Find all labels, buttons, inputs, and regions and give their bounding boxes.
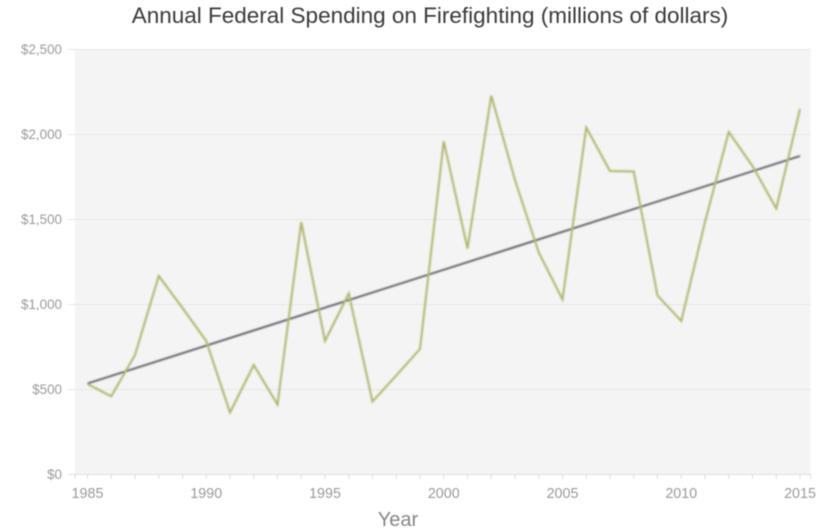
svg-text:$2,000: $2,000 (21, 127, 62, 142)
svg-text:2010: 2010 (665, 486, 697, 502)
svg-text:2005: 2005 (547, 486, 579, 502)
svg-text:1995: 1995 (309, 486, 341, 502)
svg-text:$1,500: $1,500 (21, 212, 62, 227)
svg-text:Year: Year (378, 509, 419, 531)
svg-text:Annual Federal Spending on Fir: Annual Federal Spending on Firefighting … (132, 3, 729, 28)
svg-text:1990: 1990 (190, 486, 222, 502)
svg-text:2015: 2015 (784, 486, 816, 502)
svg-text:1985: 1985 (72, 486, 104, 502)
svg-text:$1,000: $1,000 (21, 297, 62, 312)
svg-text:$500: $500 (32, 382, 62, 397)
svg-text:2000: 2000 (428, 486, 460, 502)
svg-text:$2,500: $2,500 (21, 42, 62, 57)
svg-text:$0: $0 (47, 467, 62, 482)
